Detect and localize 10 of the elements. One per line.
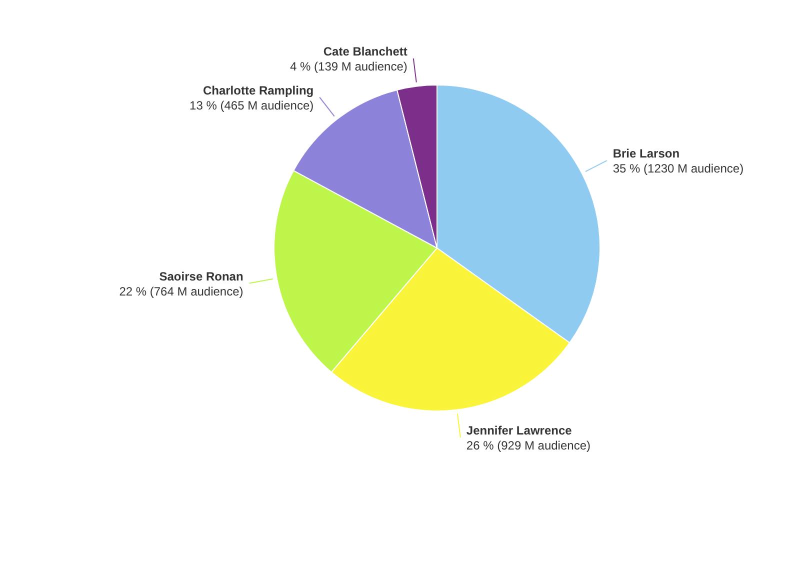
slice-label: Jennifer Lawrence xyxy=(466,424,572,438)
data-label: 22 % (764 M audience) xyxy=(119,284,244,298)
data-label: 4 % (139 M audience) xyxy=(290,59,408,74)
slice-label: Saoirse Ronan xyxy=(159,269,244,284)
slice-label: Brie Larson xyxy=(612,146,680,161)
slice-label: Charlotte Rampling xyxy=(202,83,314,98)
slice-label: Cate Blanchett xyxy=(323,44,408,58)
data-label: 13 % (465 M audience) xyxy=(190,98,314,112)
data-label: 26 % (929 M audience) xyxy=(466,438,590,453)
data-label: 35 % (1230 M audience) xyxy=(612,162,744,176)
